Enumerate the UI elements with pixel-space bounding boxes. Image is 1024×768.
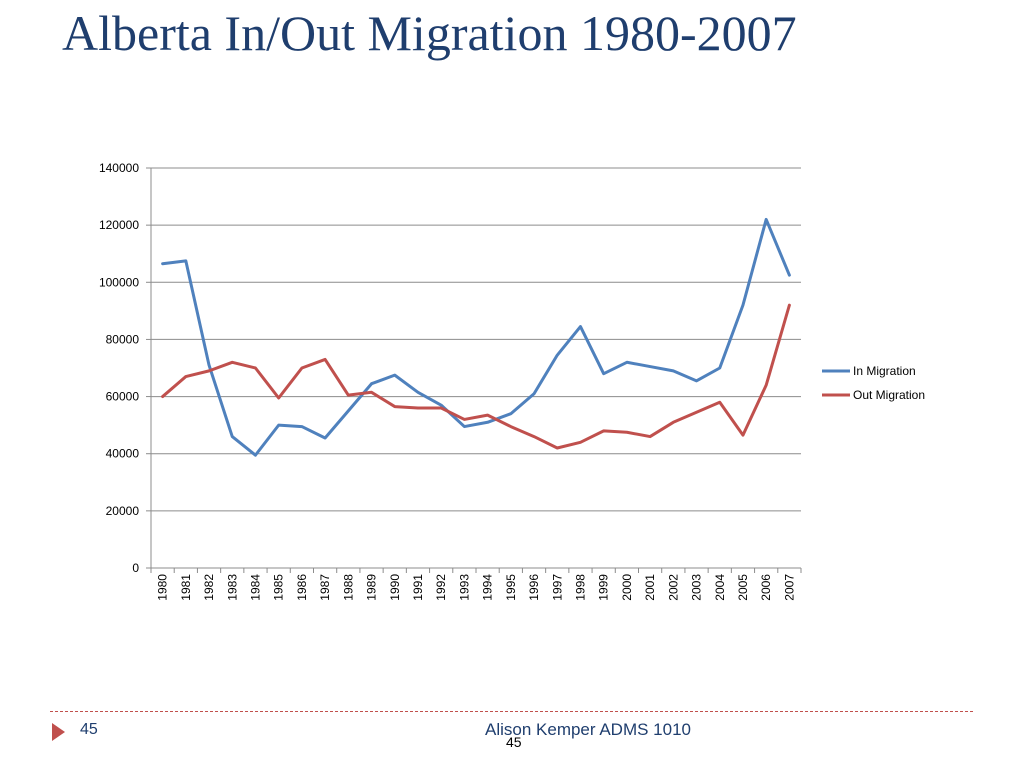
x-tick-label: 1993 — [457, 574, 471, 601]
footer-divider — [50, 711, 973, 712]
y-tick-label: 0 — [132, 561, 139, 575]
y-tick-label: 60000 — [106, 390, 140, 404]
x-tick-label: 1983 — [225, 574, 239, 601]
x-tick-label: 1982 — [202, 574, 216, 601]
chart-series — [161, 217, 791, 457]
x-axis-tick-labels: 1980 1981 1982 1983 1984 1985 1986 1987 1988 1989… — [156, 574, 797, 601]
legend-label: In Migration — [853, 364, 916, 378]
chart-gridlines — [151, 167, 801, 512]
y-tick-label: 140000 — [99, 161, 139, 175]
x-tick-label: 2001 — [643, 574, 657, 601]
y-tick-label: 20000 — [106, 504, 140, 518]
chart-axes — [146, 167, 802, 573]
footer-page-number: 45 — [80, 721, 98, 738]
x-tick-label: 1992 — [434, 574, 448, 601]
x-tick-label: 2003 — [690, 574, 704, 601]
x-tick-label: 1991 — [411, 574, 425, 601]
x-tick-label: 1980 — [156, 574, 170, 601]
x-tick-label: 1989 — [365, 574, 379, 601]
x-tick-label: 1995 — [504, 574, 518, 601]
x-tick-label: 2005 — [736, 574, 750, 601]
footer-arrow-icon — [52, 723, 65, 741]
x-tick-label: 1986 — [295, 574, 309, 601]
y-tick-label: 80000 — [106, 332, 140, 346]
footer-author: Alison Kemper ADMS 1010 — [485, 720, 691, 739]
x-tick-label: 2002 — [666, 574, 680, 601]
y-tick-label: 100000 — [99, 275, 139, 289]
x-tick-label: 1988 — [341, 574, 355, 601]
legend-label: Out Migration — [853, 388, 925, 402]
x-tick-label: 1984 — [248, 574, 262, 601]
x-tick-label: 1998 — [573, 574, 587, 601]
chart-legend: In Migration Out Migration — [822, 364, 925, 402]
x-tick-label: 2007 — [782, 574, 796, 601]
x-tick-label: 1997 — [550, 574, 564, 601]
y-tick-label: 120000 — [99, 218, 139, 232]
footer-page-number-center: 45 — [506, 734, 522, 750]
series-line-in-migration — [161, 217, 791, 457]
x-tick-label: 2000 — [620, 574, 634, 601]
x-tick-label: 1985 — [272, 574, 286, 601]
x-tick-label: 1981 — [179, 574, 193, 601]
slide-title: Alberta In/Out Migration 1980-2007 — [62, 5, 797, 61]
x-tick-label: 2006 — [759, 574, 773, 601]
x-tick-label: 1996 — [527, 574, 541, 601]
x-tick-label: 1994 — [481, 574, 495, 601]
x-tick-label: 1987 — [318, 574, 332, 601]
x-tick-label: 2004 — [713, 574, 727, 601]
y-tick-label: 40000 — [106, 447, 140, 461]
y-axis-tick-labels: 0 20000 40000 60000 80000 100000 120000 140000 — [99, 161, 139, 575]
x-tick-label: 1999 — [597, 574, 611, 601]
series-line-out-migration — [161, 303, 791, 450]
x-tick-label: 1990 — [388, 574, 402, 601]
